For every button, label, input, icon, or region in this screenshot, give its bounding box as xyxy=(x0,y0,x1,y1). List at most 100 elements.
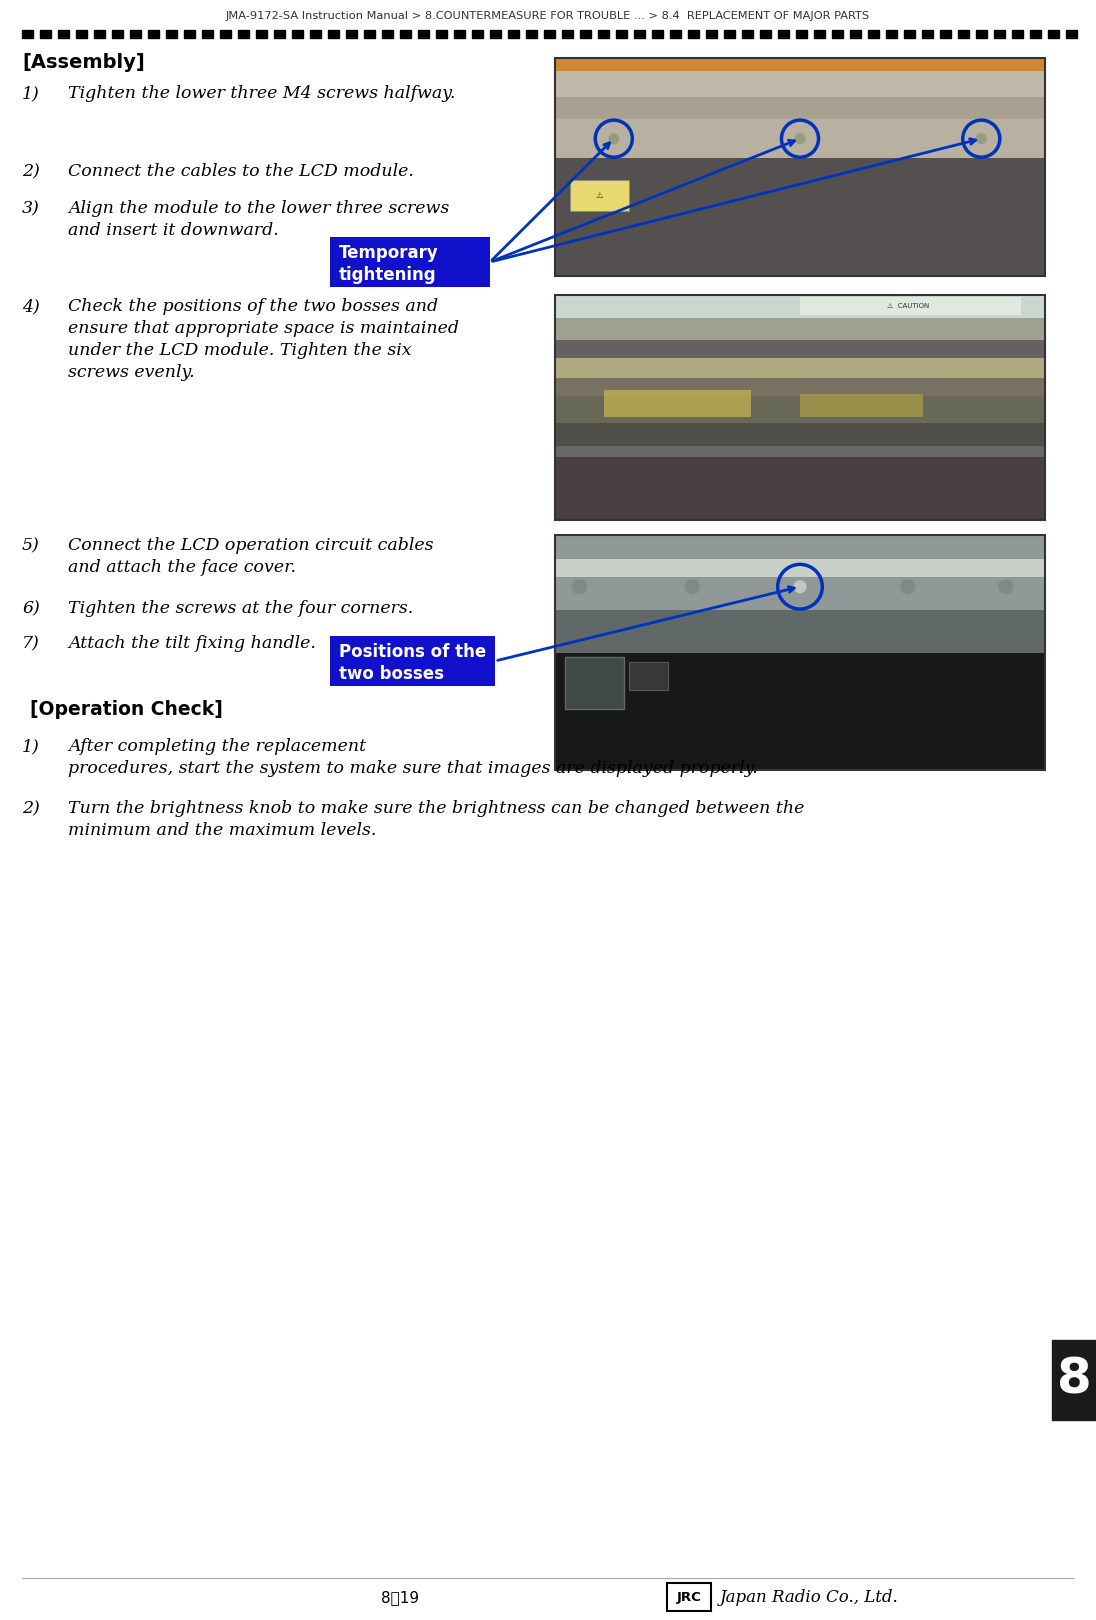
Bar xyxy=(616,31,627,37)
Bar xyxy=(400,31,411,37)
Bar xyxy=(778,31,789,37)
Circle shape xyxy=(795,582,806,593)
Bar xyxy=(555,559,1044,577)
Bar xyxy=(472,31,483,37)
Bar xyxy=(330,237,490,287)
Bar xyxy=(555,535,1044,770)
Bar xyxy=(570,180,628,211)
Bar xyxy=(1052,1340,1096,1421)
Bar xyxy=(544,31,555,37)
FancyBboxPatch shape xyxy=(667,1583,711,1610)
Bar xyxy=(868,31,879,37)
Text: Connect the cables to the LCD module.: Connect the cables to the LCD module. xyxy=(68,164,414,180)
Bar xyxy=(633,31,646,37)
Bar xyxy=(330,637,495,685)
Bar xyxy=(706,31,717,37)
Bar xyxy=(922,31,933,37)
Text: procedures, start the system to make sure that images are displayed properly.: procedures, start the system to make sur… xyxy=(68,760,757,778)
Bar xyxy=(652,31,663,37)
Bar xyxy=(850,31,861,37)
Bar xyxy=(1048,31,1059,37)
Bar xyxy=(490,31,501,37)
Bar xyxy=(564,658,624,710)
Circle shape xyxy=(977,134,986,144)
Bar xyxy=(130,31,141,37)
Text: 1): 1) xyxy=(22,739,39,755)
Text: screws evenly.: screws evenly. xyxy=(68,364,195,381)
Text: Tighten the screws at the four corners.: Tighten the screws at the four corners. xyxy=(68,599,413,617)
Bar xyxy=(904,31,915,37)
Circle shape xyxy=(900,578,916,595)
Bar xyxy=(555,423,1044,446)
Bar xyxy=(383,31,393,37)
Bar xyxy=(994,31,1005,37)
Bar xyxy=(555,58,1044,71)
Bar xyxy=(958,31,969,37)
Bar xyxy=(555,97,1044,146)
Bar xyxy=(328,31,339,37)
Bar xyxy=(39,31,52,37)
Bar xyxy=(238,31,249,37)
Bar xyxy=(112,31,123,37)
Bar xyxy=(436,31,447,37)
Text: Tighten the lower three M4 screws halfway.: Tighten the lower three M4 screws halfwa… xyxy=(68,84,455,102)
Circle shape xyxy=(609,134,618,144)
Bar xyxy=(724,31,735,37)
Text: 2): 2) xyxy=(22,164,39,180)
Text: minimum and the maximum levels.: minimum and the maximum levels. xyxy=(68,821,376,839)
Bar xyxy=(555,397,1044,423)
Bar xyxy=(555,58,1044,97)
Bar xyxy=(555,358,1044,377)
Text: 8: 8 xyxy=(1057,1356,1092,1405)
Bar xyxy=(796,31,807,37)
Circle shape xyxy=(796,134,804,144)
Text: Align the module to the lower three screws: Align the module to the lower three scre… xyxy=(68,199,449,217)
Text: ⚠: ⚠ xyxy=(595,191,603,199)
Bar xyxy=(886,31,897,37)
Text: [Assembly]: [Assembly] xyxy=(22,53,145,71)
Text: 7): 7) xyxy=(22,635,39,651)
Bar xyxy=(454,31,465,37)
Bar xyxy=(1066,31,1077,37)
Bar xyxy=(292,31,302,37)
Text: JMA-9172-SA Instruction Manual > 8.COUNTERMEASURE FOR TROUBLE ... > 8.4  REPLACE: JMA-9172-SA Instruction Manual > 8.COUNT… xyxy=(226,11,870,21)
Text: under the LCD module. Tighten the six: under the LCD module. Tighten the six xyxy=(68,342,411,360)
Bar xyxy=(555,653,1044,770)
Bar xyxy=(555,457,1044,520)
Bar xyxy=(555,535,1044,611)
Text: 4): 4) xyxy=(22,298,39,314)
Bar xyxy=(346,31,357,37)
Bar xyxy=(555,159,1044,275)
Bar xyxy=(977,31,987,37)
Bar xyxy=(509,31,520,37)
Text: and attach the face cover.: and attach the face cover. xyxy=(68,559,296,577)
Bar xyxy=(604,389,751,416)
Text: Connect the LCD operation circuit cables: Connect the LCD operation circuit cables xyxy=(68,536,434,554)
Bar xyxy=(202,31,213,37)
Text: Positions of the
two bosses: Positions of the two bosses xyxy=(339,643,487,684)
Bar xyxy=(800,394,923,416)
Bar xyxy=(598,31,609,37)
Bar xyxy=(526,31,537,37)
Bar xyxy=(555,318,1044,340)
Bar xyxy=(555,58,1044,275)
Bar xyxy=(76,31,87,37)
Bar xyxy=(555,295,1044,318)
Text: Attach the tilt fixing handle.: Attach the tilt fixing handle. xyxy=(68,635,316,651)
Bar xyxy=(165,31,176,37)
Circle shape xyxy=(997,578,1014,595)
Text: ensure that appropriate space is maintained: ensure that appropriate space is maintai… xyxy=(68,321,459,337)
Bar xyxy=(1012,31,1023,37)
Bar xyxy=(742,31,753,37)
Text: Temporary
tightening: Temporary tightening xyxy=(339,245,438,284)
Bar xyxy=(670,31,681,37)
Bar xyxy=(760,31,770,37)
Circle shape xyxy=(571,578,587,595)
Bar xyxy=(94,31,105,37)
Text: 6): 6) xyxy=(22,599,39,617)
Bar xyxy=(628,663,667,690)
Bar xyxy=(814,31,825,37)
Text: 3): 3) xyxy=(22,199,39,217)
Text: Check the positions of the two bosses and: Check the positions of the two bosses an… xyxy=(68,298,438,314)
Text: After completing the replacement: After completing the replacement xyxy=(68,739,366,755)
